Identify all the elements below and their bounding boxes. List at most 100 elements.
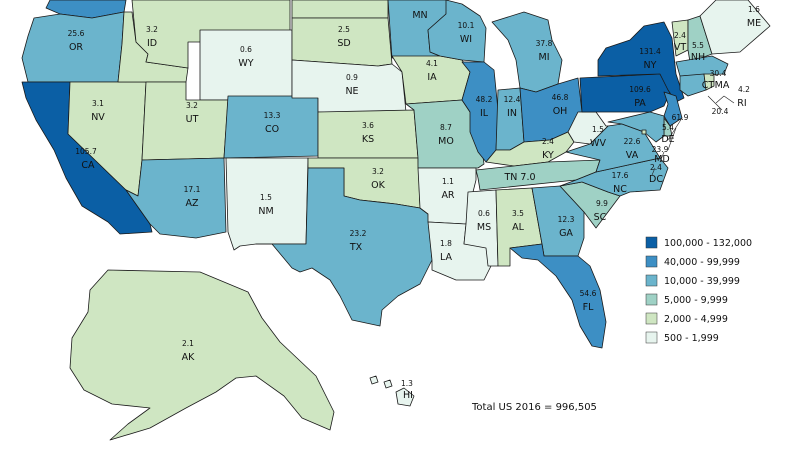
state-value-or: 25.6: [68, 29, 85, 38]
state-value-id: 3.2: [146, 25, 158, 34]
state-nd: [291, 0, 389, 19]
legend-label-4: 2,000 - 4,999: [664, 314, 728, 325]
state-value-tx: 23.2: [350, 229, 367, 238]
legend-swatch-3: [645, 293, 658, 306]
state-abbr-nm: NM: [258, 206, 273, 217]
state-ri: [703, 73, 715, 91]
leader-ri: [723, 95, 735, 104]
state-abbr-wy: WY: [238, 58, 253, 69]
states-layer: [21, 0, 771, 441]
state-value-mi: 37.8: [536, 39, 553, 48]
state-hi: [369, 375, 415, 407]
leader-ma: [715, 95, 725, 104]
state-abbr-me: ME: [747, 18, 761, 29]
state-ct: [679, 73, 707, 97]
state-value-ca: 105.7: [75, 147, 97, 156]
state-md: [607, 111, 665, 143]
state-abbr-co: CO: [265, 124, 279, 135]
state-il: [461, 61, 499, 163]
state-abbr-ny: NY: [644, 60, 657, 71]
state-abbr-mo: MO: [438, 136, 454, 147]
state-value-ar: 1.1: [442, 177, 454, 186]
leader-dc: [651, 167, 656, 176]
state-abbr-mn: MN: [412, 10, 427, 21]
state-abbr-wv: WV: [590, 138, 606, 149]
state-value-ut: 3.2: [186, 101, 198, 110]
state-abbr-ks: KS: [362, 134, 374, 145]
state-value-sc: 9.9: [596, 199, 608, 208]
state-wi: [427, 0, 487, 63]
legend-swatch-1: [645, 255, 658, 268]
legend-label-3: 5,000 - 9,999: [664, 295, 728, 306]
state-me: [699, 0, 771, 55]
state-pa: [579, 73, 671, 113]
state-value-mo: 8.7: [440, 123, 452, 132]
legend: 100,000 - 132,000 40,000 - 99,999 10,000 -…: [645, 236, 752, 344]
state-abbr-nh: NH: [691, 52, 705, 63]
state-tx: [255, 167, 433, 327]
state-abbr-tx: TX: [349, 242, 363, 253]
state-value-nh: 5.5: [692, 41, 704, 50]
legend-label-0: 100,000 - 132,000: [664, 238, 752, 249]
state-abbr-sc: SC: [594, 212, 607, 223]
state-abbr-ak: AK: [182, 352, 195, 363]
legend-swatch-5: [645, 331, 658, 344]
state-abbr-ct: CT: [702, 80, 715, 91]
state-abbr-ma: MA: [715, 80, 730, 91]
state-value-wv: 1.5: [592, 125, 604, 134]
state-value-wy: 0.6: [240, 45, 252, 54]
state-value-nc: 17.6: [612, 171, 629, 180]
labels-layer: 25.6 OR 105.7 CA 3.1 NV 3.2 ID 0.6 WY 3.2 UT 17.1 AZ 1…: [68, 5, 761, 401]
state-fl: [509, 243, 607, 349]
state-abbr-ar: AR: [441, 190, 454, 201]
legend-label-1: 40,000 - 99,999: [664, 257, 740, 268]
leader-ct: [707, 95, 723, 111]
state-value-ny: 131.4: [639, 47, 661, 56]
state-value-il: 48.2: [476, 95, 493, 104]
state-abbr-mi: MI: [539, 52, 550, 63]
legend-swatch-2: [645, 274, 658, 287]
state-value-sd: 2.5: [338, 25, 350, 34]
state-ny: [597, 21, 685, 103]
state-value-hi: 1.3: [401, 379, 413, 388]
state-abbr-az: AZ: [185, 198, 198, 209]
state-value-de: 5.4: [662, 123, 674, 132]
state-abbr-wi: WI: [460, 34, 472, 45]
state-value-nv: 3.1: [92, 99, 104, 108]
state-abbr-dc: DC: [649, 174, 663, 185]
state-abbr-la: LA: [440, 252, 453, 263]
state-value-al: 3.5: [512, 209, 524, 218]
legend-swatch-4: [645, 312, 658, 325]
legend-label-2: 10,000 - 39,999: [664, 276, 740, 287]
state-abbr-ky: KY: [542, 150, 554, 161]
state-value-me: 1.6: [748, 5, 760, 14]
leaders-layer: [651, 95, 735, 176]
state-abbr-hi: HI: [403, 390, 413, 401]
state-abbr-fl: FL: [583, 302, 594, 313]
state-wv: [567, 111, 609, 145]
state-value-ks: 3.6: [362, 121, 374, 130]
state-abbr-ok: OK: [371, 180, 385, 191]
state-value-ri: 4.2: [738, 85, 750, 94]
state-value-vt: 2.4: [674, 31, 686, 40]
state-abbr-vt: VT: [674, 42, 686, 53]
state-abbr-nv: NV: [91, 112, 105, 123]
state-ma: [675, 55, 729, 77]
state-value-md: 23.9: [652, 145, 669, 154]
state-abbr-ia: IA: [427, 72, 437, 83]
state-value-ne: 0.9: [346, 73, 358, 82]
state-value-ct: 20.4: [712, 107, 729, 116]
leader-md: [659, 151, 665, 163]
state-abbr-md: MD: [654, 154, 670, 165]
state-value-va: 22.6: [624, 137, 641, 146]
state-abbr-ne: NE: [345, 86, 358, 97]
state-abbr-ri: RI: [737, 98, 746, 109]
state-value-ky: 2.4: [542, 137, 554, 146]
state-value-ia: 4.1: [426, 59, 438, 68]
state-abbr-ms: MS: [477, 222, 491, 233]
state-value-ms: 0.6: [478, 209, 490, 218]
state-value-ga: 12.3: [558, 215, 575, 224]
state-nm: [225, 157, 309, 251]
legend-label-5: 500 - 1,999: [664, 333, 719, 344]
